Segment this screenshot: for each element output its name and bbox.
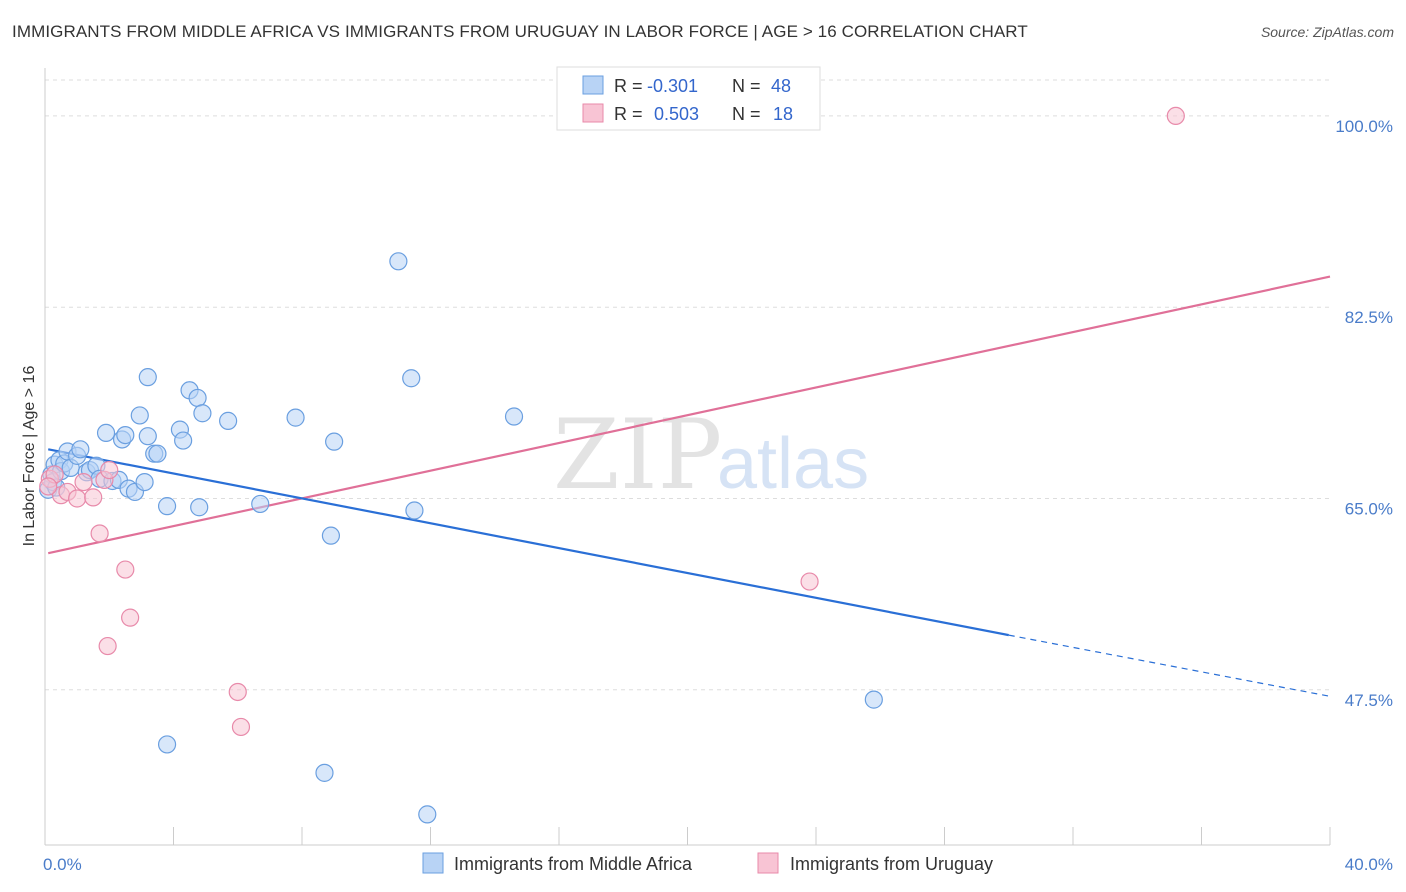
legend-top-n-label-2: N = xyxy=(732,104,761,124)
point-uruguay-15 xyxy=(800,572,819,591)
point-middle-africa-11 xyxy=(71,440,90,459)
point-middle-africa-48 xyxy=(864,690,883,709)
point-uruguay-13 xyxy=(228,682,247,702)
trend-line-middle-africa-extension xyxy=(1008,634,1331,697)
point-uruguay-14 xyxy=(231,717,251,737)
points-layer xyxy=(39,106,1185,824)
point-middle-africa-38 xyxy=(286,408,305,427)
legend-top-r-value-2: 0.503 xyxy=(654,104,699,124)
legend-bottom: Immigrants from Middle Africa Immigrants… xyxy=(422,852,993,874)
y-tick-label-0: 47.5% xyxy=(1345,691,1393,710)
legend-top-n-value-1: 48 xyxy=(771,76,791,96)
legend-bottom-swatch-pink xyxy=(757,852,779,874)
point-uruguay-17 xyxy=(39,477,58,496)
point-middle-africa-29 xyxy=(157,497,177,516)
axis-layer: 47.5% 65.0% 82.5% 100.0% 0.0% 40.0% xyxy=(43,68,1393,874)
point-middle-africa-20 xyxy=(116,425,135,445)
legend-bottom-swatch-blue xyxy=(422,852,444,874)
chart-title: IMMIGRANTS FROM MIDDLE AFRICA VS IMMIGRA… xyxy=(12,22,1028,41)
point-uruguay-7 xyxy=(90,524,109,543)
trend-line-middle-africa xyxy=(48,448,1009,637)
point-middle-africa-41 xyxy=(389,252,408,271)
grid-layer xyxy=(45,79,1330,691)
legend-top-r-value-1: -0.301 xyxy=(647,76,698,96)
watermark-zip: ZIP xyxy=(553,399,722,511)
point-uruguay-10 xyxy=(100,460,119,480)
point-middle-africa-25 xyxy=(138,368,157,387)
chart-source: Source: ZipAtlas.com xyxy=(1260,24,1394,40)
point-middle-africa-44 xyxy=(504,407,524,426)
y-tick-label-2: 82.5% xyxy=(1345,308,1393,327)
point-middle-africa-23 xyxy=(130,406,149,425)
point-middle-africa-35 xyxy=(193,404,212,423)
y-tick-label-3: 100.0% xyxy=(1335,117,1393,136)
point-middle-africa-16 xyxy=(96,423,116,443)
point-middle-africa-37 xyxy=(251,494,270,514)
legend-top-r-label-2: R = xyxy=(614,104,643,124)
point-middle-africa-28 xyxy=(148,444,167,463)
legend-top-swatch-blue xyxy=(582,75,604,95)
point-middle-africa-31 xyxy=(174,431,193,450)
legend-top: R = -0.301 N = 48 R = 0.503 N = 18 xyxy=(556,66,821,131)
point-middle-africa-34 xyxy=(190,498,209,517)
point-middle-africa-26 xyxy=(138,427,157,446)
x-tick-label-0: 0.0% xyxy=(43,855,82,874)
point-uruguay-9 xyxy=(98,636,117,656)
trend-line-uruguay xyxy=(47,275,1331,555)
point-middle-africa-43 xyxy=(405,501,424,520)
point-uruguay-5 xyxy=(74,472,93,492)
point-middle-africa-42 xyxy=(402,369,421,388)
point-uruguay-16 xyxy=(1166,106,1185,126)
point-middle-africa-24 xyxy=(135,472,154,492)
x-tick-label-1: 40.0% xyxy=(1345,855,1393,874)
point-middle-africa-45 xyxy=(157,735,177,754)
point-middle-africa-47 xyxy=(418,805,437,824)
point-middle-africa-40 xyxy=(325,432,344,451)
point-uruguay-12 xyxy=(121,608,140,627)
legend-top-r-label-1: R = xyxy=(614,76,643,96)
legend-top-swatch-pink xyxy=(582,103,604,123)
legend-bottom-label-pink: Immigrants from Uruguay xyxy=(790,854,993,874)
legend-top-n-label-1: N = xyxy=(732,76,761,96)
point-middle-africa-36 xyxy=(219,411,238,430)
legend-top-n-value-2: 18 xyxy=(773,104,793,124)
y-tick-label-1: 65.0% xyxy=(1345,499,1393,518)
y-axis-title: In Labor Force | Age > 16 xyxy=(21,366,38,547)
point-middle-africa-46 xyxy=(315,763,334,782)
point-uruguay-4 xyxy=(68,489,87,508)
point-middle-africa-39 xyxy=(321,526,341,545)
point-uruguay-6 xyxy=(84,488,103,507)
watermark: ZIP atlas xyxy=(553,399,869,511)
legend-bottom-label-blue: Immigrants from Middle Africa xyxy=(454,854,693,874)
point-middle-africa-33 xyxy=(188,388,207,408)
watermark-atlas: atlas xyxy=(717,424,869,504)
point-uruguay-11 xyxy=(116,560,135,579)
